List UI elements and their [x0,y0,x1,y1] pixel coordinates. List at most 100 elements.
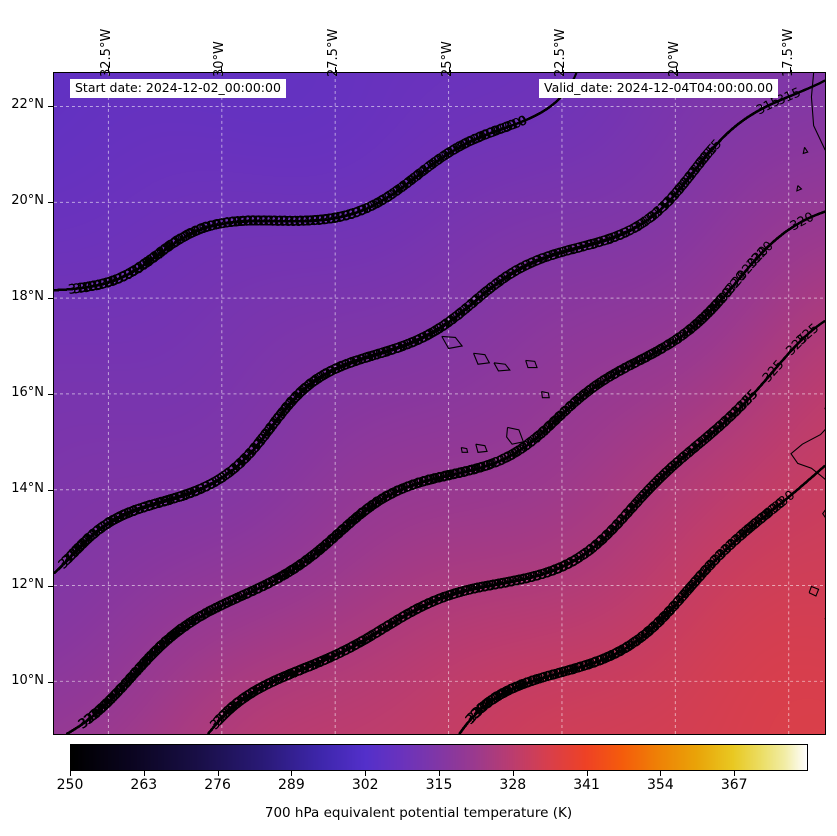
coastline [460,447,469,453]
contour-line-330 [458,575,702,734]
contour-line-310 [54,169,426,292]
contour-line-310 [54,73,578,292]
contour-line-315 [54,246,583,575]
coastline [802,146,809,155]
contour-and-coastline-overlay: 3103103103103103103103103103103103103103… [54,73,825,734]
contour-line-325 [207,502,638,734]
contour-label-320: 320 [788,210,817,235]
contour-line-315 [54,235,619,575]
colorbar-tick-341: 341 [573,777,600,793]
contour-line-310 [54,133,488,292]
y-tick-14°N: 14°N [0,481,44,496]
contour-line-330 [458,569,707,734]
contour-line-330 [458,579,699,734]
contour-line-320 [66,400,578,734]
coastline [540,390,550,399]
colorbar-tickmark [734,771,736,776]
x-tick-20°W: 20°W [667,41,682,77]
gridlines [54,73,825,734]
valid-date-annotation: Valid_date: 2024-12-04T04:00:00.00 [539,79,779,99]
contour-line-325 [207,529,614,734]
contour-line-310 [54,131,495,292]
y-tickmark [48,105,53,107]
contour-line-325 [207,512,630,734]
coastline [796,185,803,192]
theta-e-field [54,73,825,734]
colorbar-tick-315: 315 [426,777,453,793]
contour-line-310 [54,129,500,292]
contour-line-325 [207,512,629,734]
colorbar-tick-354: 354 [647,777,674,793]
contour-line-315 [54,240,603,575]
colorbar [70,744,808,771]
contour-line-330 [458,581,697,734]
colorbar-tick-289: 289 [278,777,305,793]
y-tickmark [48,682,53,684]
y-tickmark [48,489,53,491]
contour-line-310 [54,179,413,292]
colorbar-tick-328: 328 [499,777,526,793]
contour-line-315 [54,238,608,575]
contour-line-330 [458,543,733,734]
x-tick-22.5°W: 22.5°W [553,29,568,77]
contour-line-330 [458,538,739,734]
contour-line-310 [54,96,562,292]
colorbar-tick-250: 250 [57,777,84,793]
contour-line-325 [207,497,643,734]
contour-line-325 [207,523,620,734]
contour-line-325 [207,587,479,734]
contour-line-325 [207,584,494,734]
contour-line-325 [519,319,825,582]
colorbar-tickmark [291,771,293,776]
contour-line-325 [207,506,635,734]
coastline [525,359,538,369]
contour-line-315 [54,249,572,575]
contour-line-310 [54,287,81,292]
contour-line-330 [458,584,694,734]
contour-line-310 [54,87,569,292]
contour-line-315 [54,242,598,575]
coastline [441,335,464,350]
contour-line-315 [54,233,624,575]
coastline [493,362,511,372]
contour-line-310 [54,77,576,292]
coastline [475,443,488,453]
contour-line-310 [54,90,568,292]
contour-line-310 [54,184,407,292]
contour-line-325 [207,518,624,734]
contour-line-315 [54,358,362,575]
contour-labels: 3103103103103103103103103103103103103103… [56,85,822,733]
contour-label-320: 320 [468,457,496,479]
contour-line-330 [458,569,708,734]
colorbar-label: 700 hPa equivalent potential temperature… [0,805,837,821]
y-tickmark [48,201,53,203]
contour-line-310 [54,172,423,292]
x-tick-25°W: 25°W [440,41,455,77]
contour-label-310: 310 [264,214,289,229]
contour-line-310 [54,82,573,292]
contour-line-315 [54,247,577,575]
colorbar-tickmark [217,771,219,776]
x-tick-30°W: 30°W [212,41,227,77]
contour-line-325 [207,528,615,734]
start-date-annotation: Start date: 2024-12-02_00:00:00 [70,79,286,99]
coastline [506,426,525,445]
contour-line-325 [207,495,645,734]
contour-label-320: 320 [427,468,455,489]
coastline [473,352,491,365]
contour-line-315 [54,246,583,575]
contour-line-315 [54,243,593,575]
contour-line-315 [54,346,402,575]
colorbar-tickmark [143,771,145,776]
colorbar-tickmark [70,771,71,776]
contour-line-315 [54,241,602,575]
y-tick-20°N: 20°N [0,193,44,208]
contour-line-310 [54,92,565,292]
contour-line-315 [54,344,407,575]
contour-line-315 [54,245,588,575]
colorbar-tickmark [660,771,662,776]
contour-line-325 [207,584,495,734]
y-tickmark [48,586,53,588]
colorbar-tick-276: 276 [204,777,231,793]
